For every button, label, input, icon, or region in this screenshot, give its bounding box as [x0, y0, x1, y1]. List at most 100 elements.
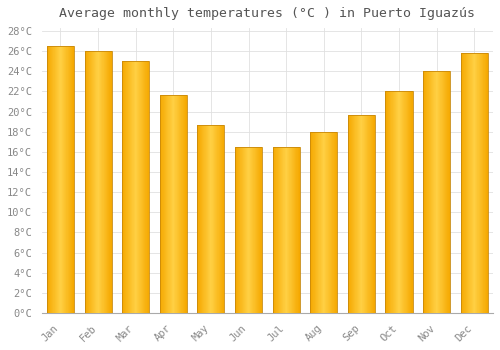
Bar [445, 71, 446, 313]
Bar [449, 71, 450, 313]
Bar [254, 147, 255, 313]
Bar [55, 46, 56, 313]
Bar [336, 132, 337, 313]
Bar [223, 125, 224, 313]
Bar [71, 46, 72, 313]
Bar [467, 53, 468, 313]
Bar [255, 147, 256, 313]
Bar [257, 147, 258, 313]
Bar [67, 46, 68, 313]
Bar [199, 125, 200, 313]
Bar [186, 94, 187, 313]
Bar [374, 115, 375, 313]
Bar [250, 147, 252, 313]
Bar [92, 51, 93, 313]
Bar [171, 94, 172, 313]
Bar [176, 94, 177, 313]
Bar [314, 132, 315, 313]
Bar [211, 125, 212, 313]
Bar [57, 46, 58, 313]
Bar [130, 61, 131, 313]
Bar [357, 115, 358, 313]
Bar [98, 51, 99, 313]
Bar [396, 91, 397, 313]
Bar [392, 91, 393, 313]
Bar [104, 51, 105, 313]
Bar [47, 46, 48, 313]
Bar [388, 91, 390, 313]
Bar [137, 61, 138, 313]
Bar [409, 91, 410, 313]
Bar [139, 61, 140, 313]
Bar [173, 94, 174, 313]
Bar [145, 61, 146, 313]
Bar [411, 91, 412, 313]
Bar [64, 46, 65, 313]
Bar [175, 94, 176, 313]
Bar [85, 51, 86, 313]
Bar [334, 132, 335, 313]
Bar [148, 61, 149, 313]
Bar [485, 53, 486, 313]
Bar [198, 125, 199, 313]
Bar [122, 61, 123, 313]
Bar [332, 132, 333, 313]
Bar [95, 51, 96, 313]
Bar [240, 147, 241, 313]
Bar [218, 125, 219, 313]
Bar [465, 53, 466, 313]
Bar [433, 71, 434, 313]
Bar [386, 91, 412, 313]
Bar [370, 115, 371, 313]
Bar [66, 46, 67, 313]
Bar [469, 53, 470, 313]
Bar [331, 132, 332, 313]
Bar [200, 125, 201, 313]
Bar [368, 115, 369, 313]
Bar [350, 115, 351, 313]
Bar [167, 94, 168, 313]
Bar [397, 91, 398, 313]
Bar [235, 147, 236, 313]
Bar [238, 147, 239, 313]
Bar [316, 132, 318, 313]
Bar [142, 61, 144, 313]
Bar [272, 147, 299, 313]
Bar [111, 51, 112, 313]
Bar [324, 132, 325, 313]
Bar [443, 71, 444, 313]
Bar [313, 132, 314, 313]
Bar [207, 125, 208, 313]
Bar [406, 91, 407, 313]
Bar [435, 71, 436, 313]
Bar [185, 94, 186, 313]
Bar [403, 91, 404, 313]
Bar [52, 46, 53, 313]
Bar [126, 61, 127, 313]
Bar [132, 61, 133, 313]
Bar [299, 147, 300, 313]
Bar [442, 71, 443, 313]
Bar [103, 51, 104, 313]
Bar [441, 71, 442, 313]
Bar [290, 147, 291, 313]
Bar [50, 46, 51, 313]
Bar [249, 147, 250, 313]
Bar [282, 147, 283, 313]
Bar [237, 147, 238, 313]
Bar [289, 147, 290, 313]
Bar [272, 147, 273, 313]
Bar [391, 91, 392, 313]
Bar [277, 147, 278, 313]
Bar [366, 115, 367, 313]
Bar [202, 125, 203, 313]
Bar [430, 71, 431, 313]
Bar [291, 147, 292, 313]
Bar [168, 94, 169, 313]
Bar [471, 53, 472, 313]
Bar [436, 71, 437, 313]
Bar [73, 46, 74, 313]
Bar [408, 91, 409, 313]
Bar [352, 115, 354, 313]
Bar [294, 147, 295, 313]
